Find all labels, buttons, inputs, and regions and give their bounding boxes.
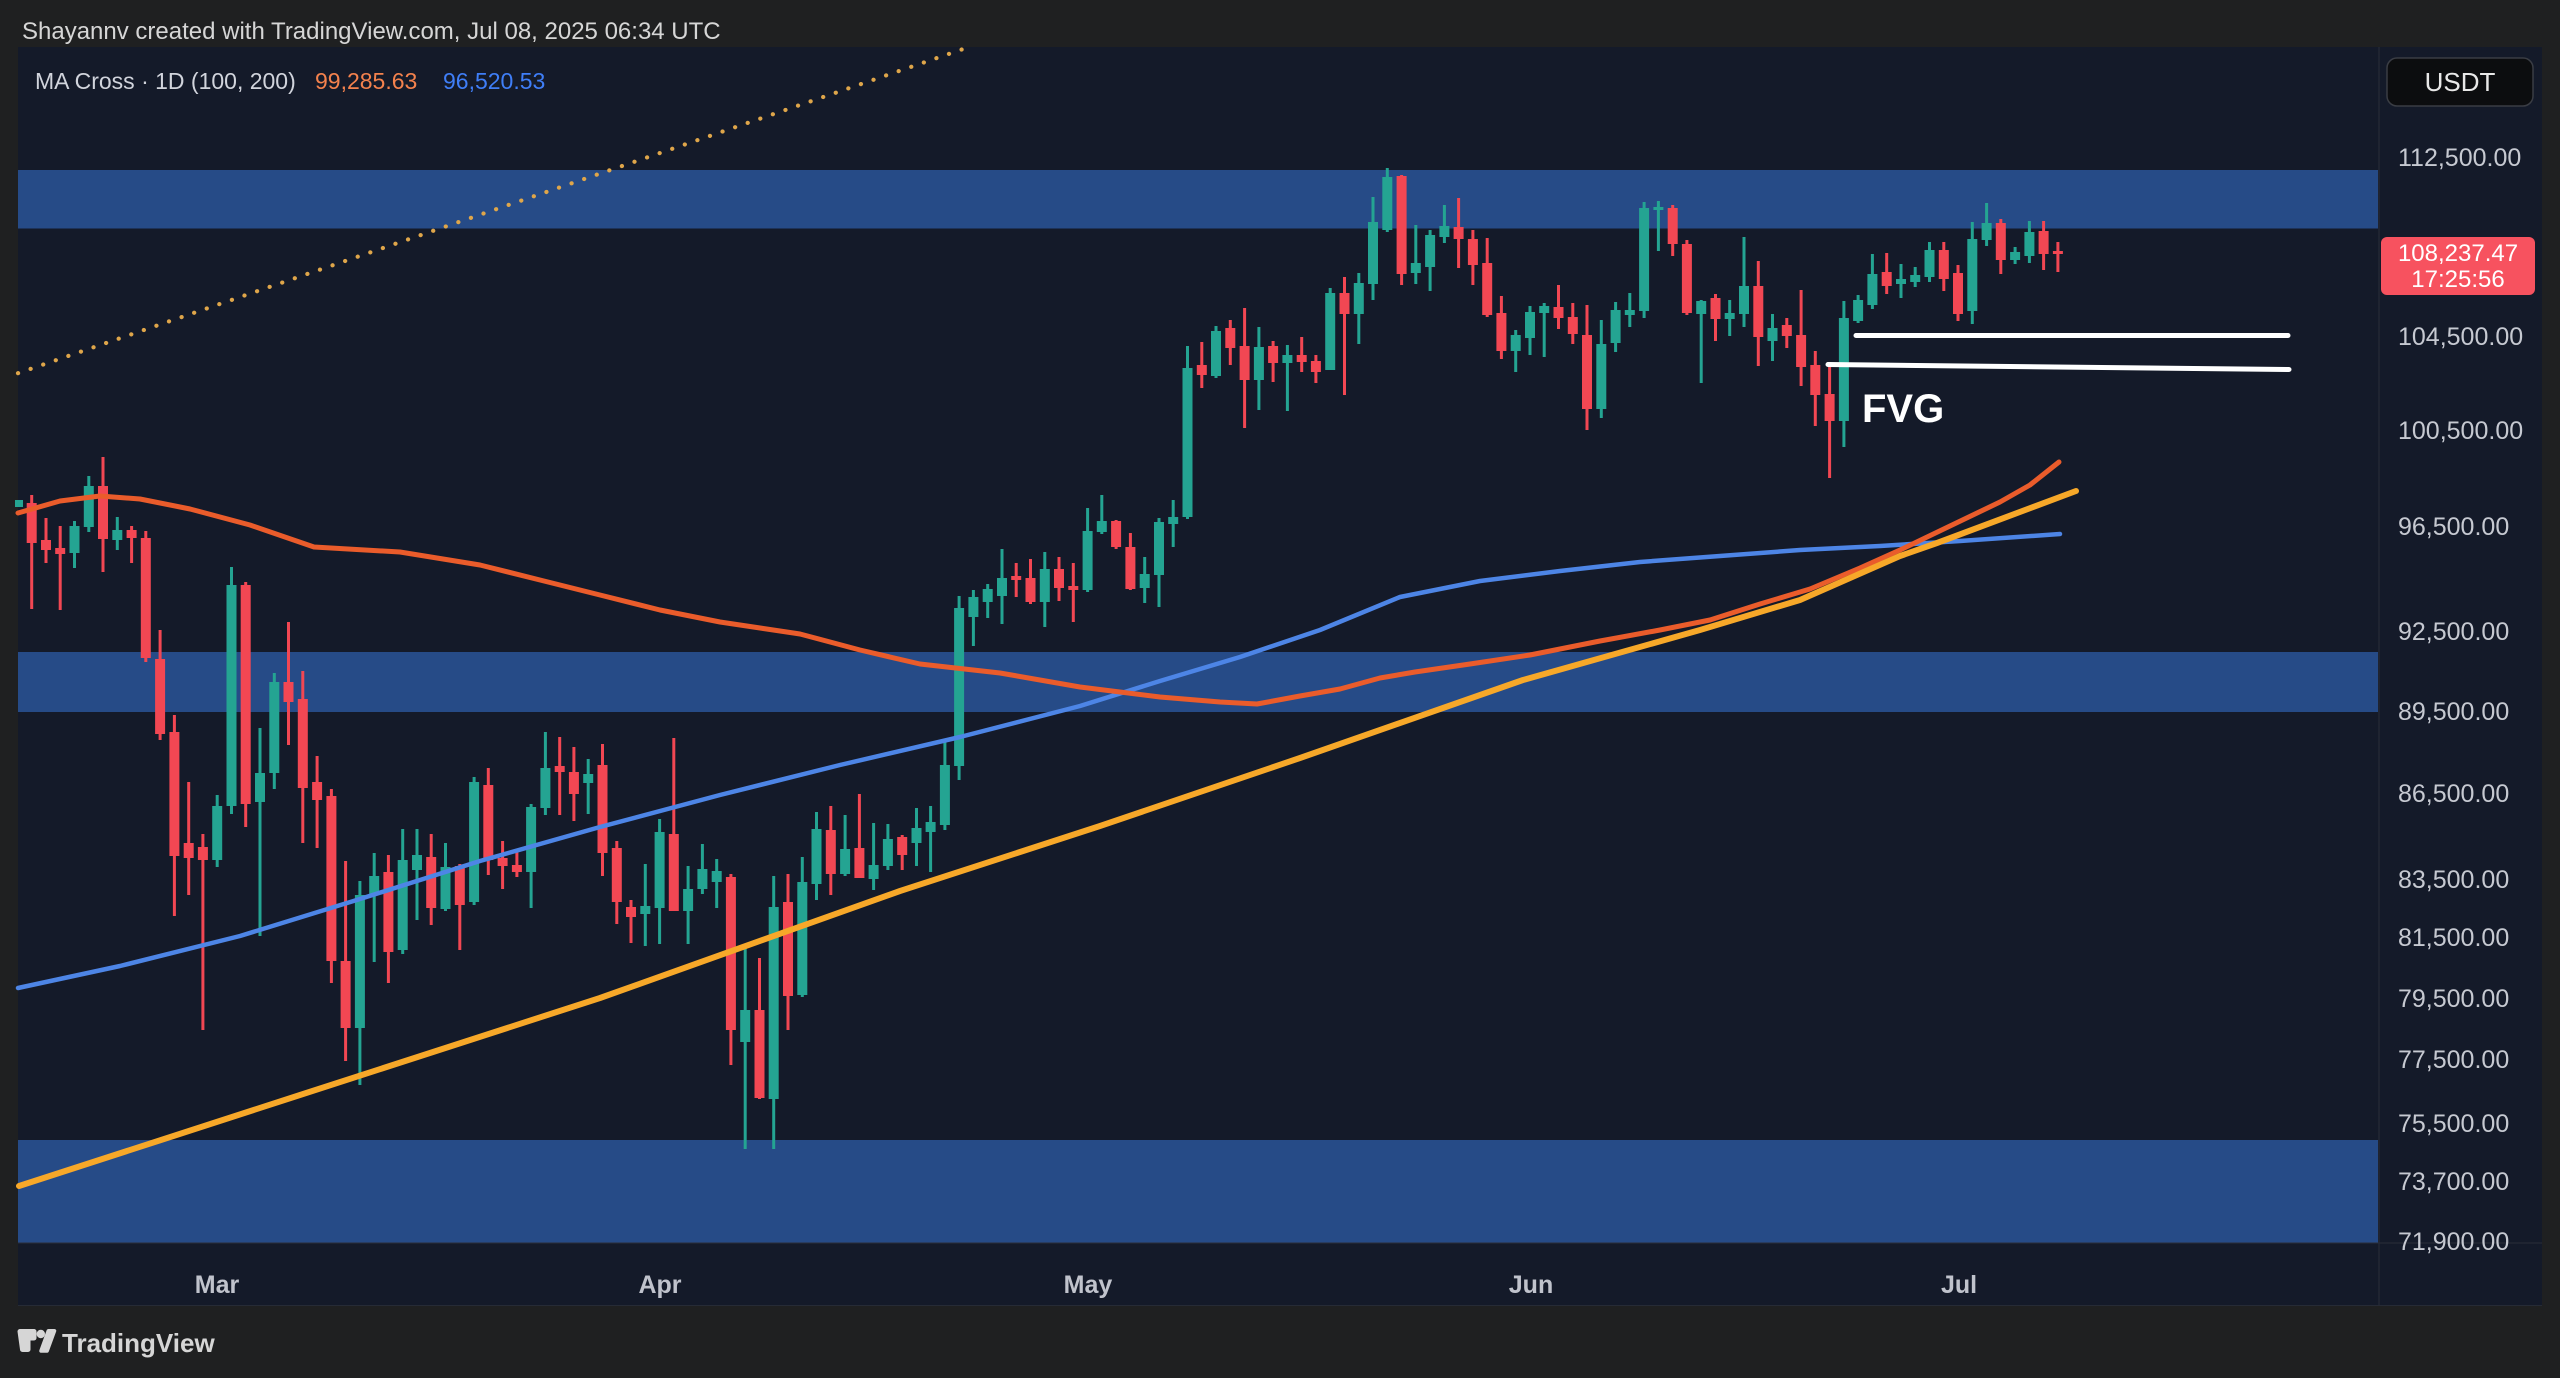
svg-text:77,500.00: 77,500.00	[2398, 1046, 2509, 1074]
svg-text:100,500.00: 100,500.00	[2398, 417, 2523, 445]
svg-text:96,520.53: 96,520.53	[443, 68, 545, 94]
svg-text:71,900.00: 71,900.00	[2398, 1228, 2509, 1256]
svg-text:89,500.00: 89,500.00	[2398, 698, 2509, 726]
svg-text:Jun: Jun	[1509, 1271, 1553, 1299]
svg-text:79,500.00: 79,500.00	[2398, 985, 2509, 1013]
svg-text:Jul: Jul	[1941, 1271, 1977, 1299]
svg-text:104,500.00: 104,500.00	[2398, 323, 2523, 351]
svg-text:17:25:56: 17:25:56	[2411, 266, 2504, 293]
svg-text:86,500.00: 86,500.00	[2398, 780, 2509, 808]
svg-text:92,500.00: 92,500.00	[2398, 618, 2509, 646]
svg-text:USDT: USDT	[2425, 67, 2496, 97]
svg-text:108,237.47: 108,237.47	[2398, 240, 2518, 267]
svg-text:73,700.00: 73,700.00	[2398, 1168, 2509, 1196]
svg-text:Apr: Apr	[638, 1271, 681, 1299]
svg-text:75,500.00: 75,500.00	[2398, 1110, 2509, 1138]
svg-text:Shayannv created with TradingV: Shayannv created with TradingView.com, J…	[22, 18, 721, 45]
svg-text:May: May	[1064, 1271, 1113, 1299]
svg-text:Mar: Mar	[195, 1271, 240, 1299]
svg-text:96,500.00: 96,500.00	[2398, 513, 2509, 541]
svg-text:99,285.63: 99,285.63	[315, 68, 417, 94]
svg-text:TradingView: TradingView	[62, 1328, 215, 1358]
svg-text:112,500.00: 112,500.00	[2398, 144, 2521, 172]
svg-text:81,500.00: 81,500.00	[2398, 924, 2509, 952]
svg-text:MA Cross · 1D (100, 200): MA Cross · 1D (100, 200)	[35, 68, 296, 94]
svg-text:FVG: FVG	[1862, 387, 1944, 431]
svg-text:83,500.00: 83,500.00	[2398, 866, 2509, 894]
